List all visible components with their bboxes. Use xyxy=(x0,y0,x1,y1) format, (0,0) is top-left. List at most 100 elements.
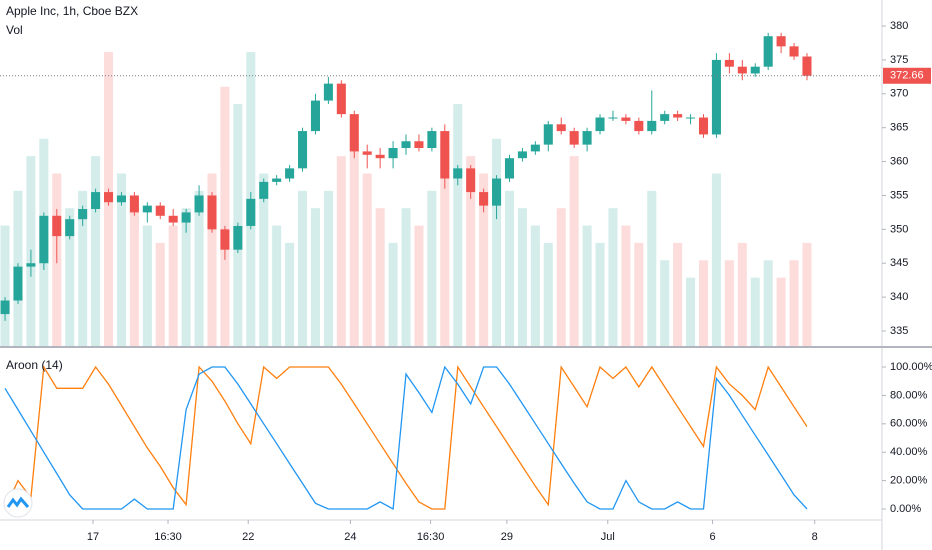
y-tick-label: 380 xyxy=(890,20,908,32)
candle-body xyxy=(582,131,592,145)
last-price-label: 372.66 xyxy=(890,70,924,82)
candle-body xyxy=(556,124,566,132)
y-tick-label: 345 xyxy=(890,257,908,269)
candle-body xyxy=(91,192,101,210)
x-tick-label: 24 xyxy=(344,531,356,543)
y-tick-label: 340 xyxy=(890,291,908,303)
volume-bar xyxy=(673,242,683,347)
volume-bar xyxy=(569,156,579,347)
y-tick-label: 355 xyxy=(890,189,908,201)
volume-bar xyxy=(310,208,320,347)
volume-bar xyxy=(466,156,476,347)
volume-bar xyxy=(272,225,282,347)
volume-bar xyxy=(530,225,540,347)
candle-body xyxy=(401,141,411,149)
volume-bar xyxy=(492,138,502,347)
candle-body xyxy=(142,205,152,213)
indicator-title: Aroon (14) xyxy=(6,358,63,372)
volume-bar xyxy=(298,190,308,347)
candle-body xyxy=(298,131,308,169)
volume-bar xyxy=(375,208,385,347)
candle-body xyxy=(504,158,515,179)
x-tick-label: 6 xyxy=(709,531,715,543)
volume-bar xyxy=(181,208,191,347)
candle-body xyxy=(155,205,165,216)
candle-body xyxy=(621,117,631,121)
y-tick-label: 375 xyxy=(890,54,908,66)
logo xyxy=(3,488,33,518)
volume-bar xyxy=(802,242,812,347)
volume-label: Vol xyxy=(6,23,23,37)
candle-body xyxy=(181,212,191,223)
volume-bar xyxy=(737,242,747,347)
candle-body xyxy=(634,120,644,132)
volume-bar xyxy=(711,173,721,347)
candle-body xyxy=(737,66,747,74)
volume-bar xyxy=(116,173,126,347)
y-tick-label: 80.00% xyxy=(890,389,928,401)
volume-bar xyxy=(595,242,605,347)
volume-bar xyxy=(686,277,696,347)
volume-bar xyxy=(168,225,178,347)
candle-body xyxy=(259,181,269,199)
volume-bar xyxy=(142,225,152,347)
y-tick-label: 60.00% xyxy=(890,418,928,430)
candle-body xyxy=(750,66,760,74)
y-tick-label: 0.00% xyxy=(890,503,921,515)
volume-bar xyxy=(504,190,515,347)
candle-body xyxy=(375,154,385,159)
candle-body xyxy=(168,215,178,223)
aroon-line xyxy=(4,365,808,511)
x-tick-label: 8 xyxy=(812,531,818,543)
y-tick-label: 20.00% xyxy=(890,475,928,487)
x-tick-label: 16:30 xyxy=(417,531,445,543)
candle-body xyxy=(517,151,527,159)
candle-body xyxy=(724,59,734,67)
candle-body xyxy=(530,144,540,152)
volume-bar xyxy=(207,173,217,347)
volume-bar xyxy=(362,173,372,347)
volume-bar xyxy=(401,208,411,347)
volume-bar xyxy=(285,242,295,347)
candle-body xyxy=(26,263,36,267)
candle-body xyxy=(52,215,62,237)
candle-body xyxy=(608,117,618,119)
candle-body xyxy=(453,168,463,179)
candle-body xyxy=(323,83,333,101)
volume-bar xyxy=(414,225,424,347)
volume-bar xyxy=(517,208,527,347)
chart-title: Apple Inc, 1h, Cboe BZX xyxy=(6,4,138,18)
volume-bar xyxy=(323,190,333,347)
candle-body xyxy=(39,215,49,264)
volume-bar xyxy=(453,104,463,347)
candle-body xyxy=(129,195,139,213)
candle-body xyxy=(362,151,372,155)
volume-bar xyxy=(427,190,437,347)
y-tick-label: 365 xyxy=(890,122,908,134)
y-tick-label: 370 xyxy=(890,88,908,100)
candle-body xyxy=(13,266,23,301)
volume-bar xyxy=(336,156,346,347)
x-tick-label: 17 xyxy=(87,531,99,543)
candle-body xyxy=(660,114,670,121)
candle-body xyxy=(220,229,230,250)
volume-bar xyxy=(776,277,786,347)
candle-body xyxy=(427,131,437,149)
volume-bar xyxy=(556,208,566,347)
volume-bar xyxy=(91,156,101,347)
volume-bar xyxy=(582,225,592,347)
candle-body xyxy=(479,192,489,206)
volume-bar xyxy=(724,260,734,347)
y-tick-label: 360 xyxy=(890,155,908,167)
candle-body xyxy=(440,131,450,179)
candle-body xyxy=(78,209,88,220)
candle-body xyxy=(543,124,553,145)
x-tick-label: 22 xyxy=(242,531,254,543)
candle-body xyxy=(246,198,256,226)
volume-bar xyxy=(660,260,670,347)
candle-body xyxy=(103,192,114,203)
volume-bar xyxy=(220,86,230,347)
candle-body xyxy=(802,56,812,76)
candle-body xyxy=(711,59,721,135)
